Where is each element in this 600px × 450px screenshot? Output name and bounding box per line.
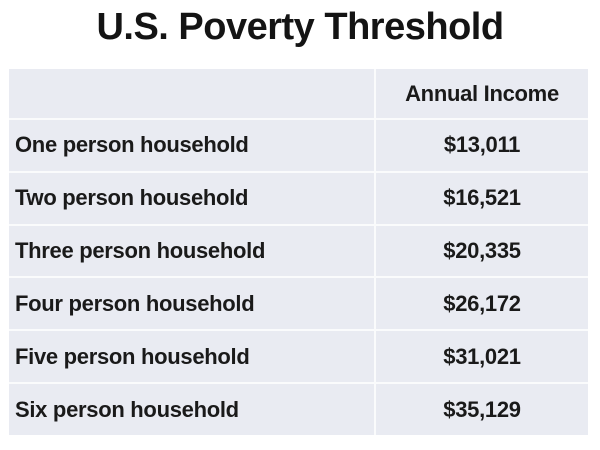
table-row: Six person household $35,129 — [9, 382, 588, 435]
income-value: $16,521 — [374, 172, 588, 224]
table-row: One person household $13,011 — [9, 118, 588, 171]
income-value: $13,011 — [374, 120, 588, 171]
table-row: Five person household $31,021 — [9, 329, 588, 383]
income-value: $20,335 — [374, 225, 588, 277]
header-annual-income-cell: Annual Income — [374, 69, 588, 118]
table-row: Two person household $16,521 — [9, 170, 588, 224]
page-title: U.S. Poverty Threshold — [96, 6, 504, 48]
table-header-row: Annual Income — [9, 69, 588, 118]
household-label: Five person household — [15, 343, 250, 369]
poverty-threshold-table: Annual Income One person household $13,0… — [9, 69, 588, 435]
household-label: Six person household — [15, 396, 239, 422]
income-value: $26,172 — [374, 278, 588, 330]
header-household-cell — [9, 69, 374, 118]
household-label: One person household — [15, 132, 249, 158]
income-value: $31,021 — [374, 331, 588, 383]
table-row: Three person household $20,335 — [9, 223, 588, 277]
income-value: $35,129 — [374, 384, 588, 435]
household-label: Four person household — [15, 290, 255, 316]
household-label: Two person household — [15, 185, 249, 211]
household-label: Three person household — [15, 238, 266, 264]
table-row: Four person household $26,172 — [9, 276, 588, 330]
